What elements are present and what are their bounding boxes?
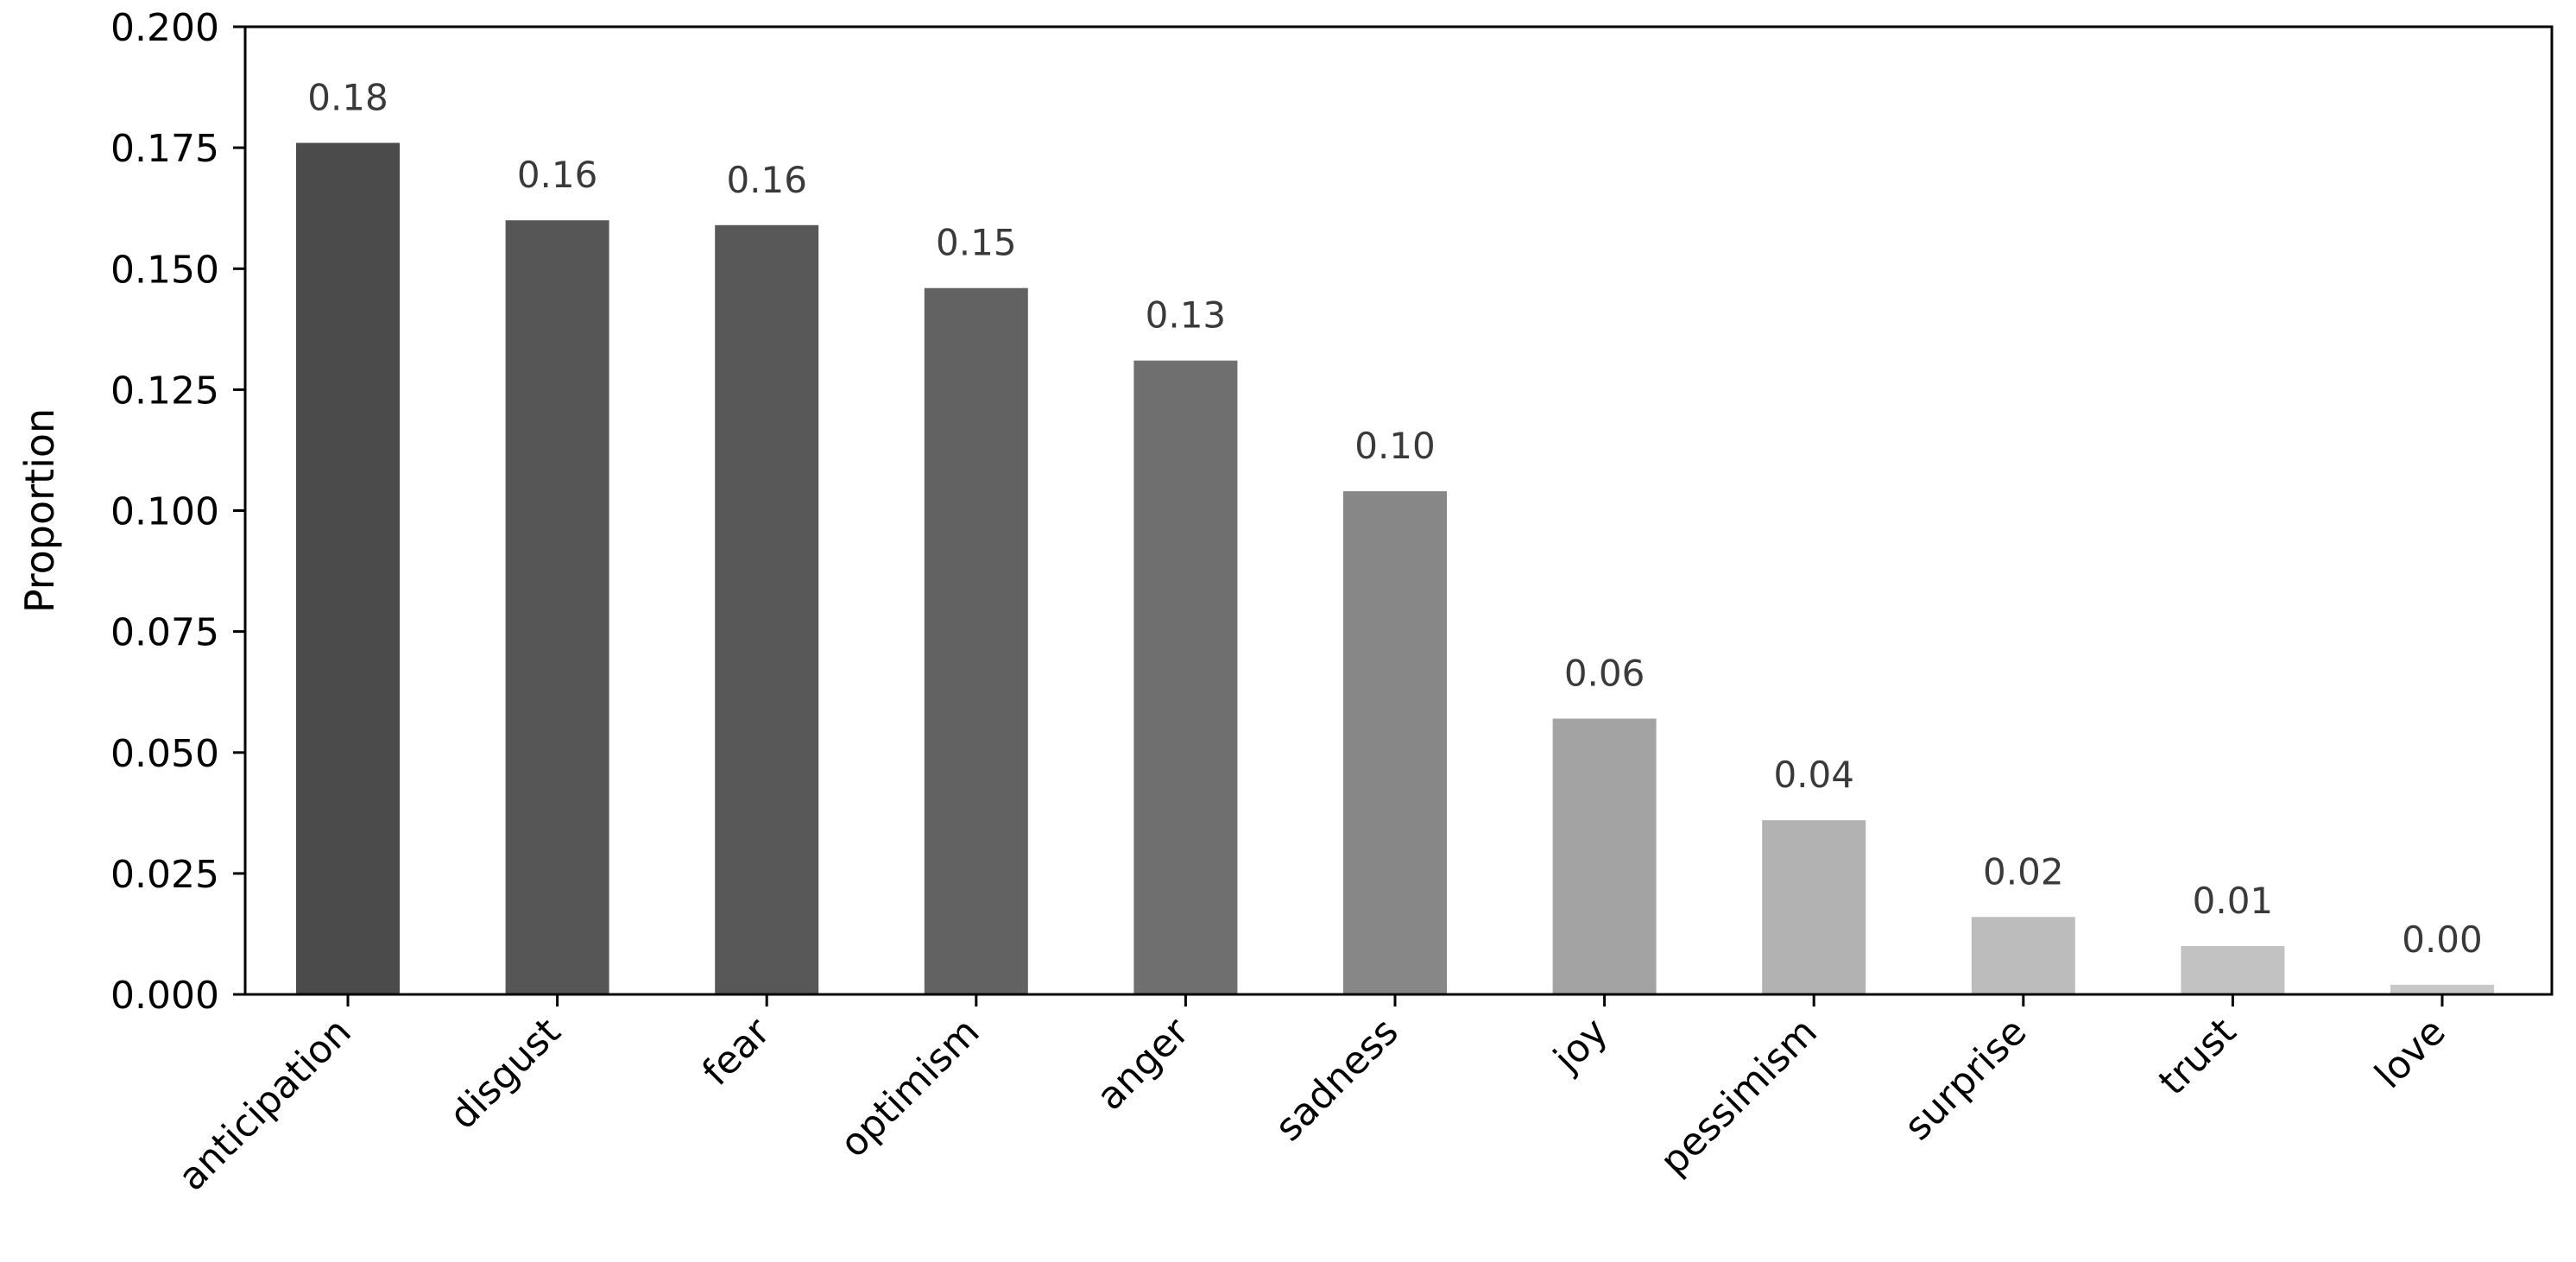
bar-anger: [1133, 360, 1238, 994]
x-tick-label-sadness: sadness: [1266, 1010, 1406, 1150]
bar-optimism: [924, 287, 1028, 994]
x-tick-label-anger: anger: [1089, 1009, 1198, 1119]
data-label-disgust: 0.16: [517, 154, 598, 196]
data-label-sadness: 0.10: [1354, 425, 1436, 467]
data-label-surprise: 0.02: [1983, 850, 2064, 893]
y-axis-label: Proportion: [16, 408, 63, 613]
x-axis-ticks: anticipation disgust fear optimism anger sadn…: [170, 994, 2454, 1200]
bar-disgust: [505, 220, 609, 994]
x-tick-label-trust: trust: [2150, 1010, 2245, 1104]
y-tick-label-0.125: 0.125: [110, 369, 219, 413]
y-tick-label-0.175: 0.175: [110, 127, 219, 171]
data-label-fear: 0.16: [726, 159, 807, 201]
y-tick-label-0.100: 0.100: [110, 490, 219, 534]
plot-frame: [243, 25, 2554, 996]
x-tick-label-love: love: [2366, 1010, 2453, 1097]
bar-pessimism: [1762, 820, 1866, 994]
bar-surprise: [1971, 917, 2075, 994]
data-label-pessimism: 0.04: [1773, 754, 1854, 796]
x-tick-label-joy: joy: [1545, 1010, 1617, 1082]
data-label-trust: 0.01: [2193, 880, 2274, 922]
bar-joy: [1552, 718, 1657, 994]
y-tick-label-0.050: 0.050: [110, 732, 219, 776]
x-tick-label-pessimism: pessimism: [1651, 1010, 1825, 1183]
data-label-anticipation: 0.18: [307, 77, 388, 119]
data-label-love: 0.00: [2402, 918, 2483, 961]
x-tick-label-optimism: optimism: [831, 1010, 988, 1166]
bar-anticipation: [296, 142, 400, 994]
data-labels-layer: 0.18 0.16 0.16 0.15 0.13 0.10 0.06 0.04 0.02 0.01…: [307, 77, 2483, 961]
x-tick-label-disgust: disgust: [441, 1010, 570, 1139]
y-tick-label-0.075: 0.075: [110, 611, 219, 655]
data-label-anger: 0.13: [1146, 294, 1227, 337]
bar-trust: [2181, 946, 2285, 994]
y-axis-ticks: 0.000 0.025 0.050 0.075 0.100 0.125 0.150 0.175…: [110, 6, 245, 1018]
y-tick-label-0.150: 0.150: [110, 248, 219, 292]
x-tick-label-surprise: surprise: [1896, 1010, 2035, 1149]
bar-sadness: [1343, 491, 1447, 994]
data-label-joy: 0.06: [1564, 653, 1645, 695]
data-label-optimism: 0.15: [936, 222, 1017, 264]
y-tick-label-0.200: 0.200: [110, 6, 219, 50]
bars-layer: [296, 142, 2494, 994]
y-tick-label-0.000: 0.000: [110, 974, 219, 1018]
x-tick-label-fear: fear: [694, 1009, 780, 1095]
y-tick-label-0.025: 0.025: [110, 853, 219, 897]
bar-fear: [715, 224, 819, 994]
x-tick-label-anticipation: anticipation: [170, 1010, 360, 1200]
bar-love: [2390, 984, 2494, 994]
